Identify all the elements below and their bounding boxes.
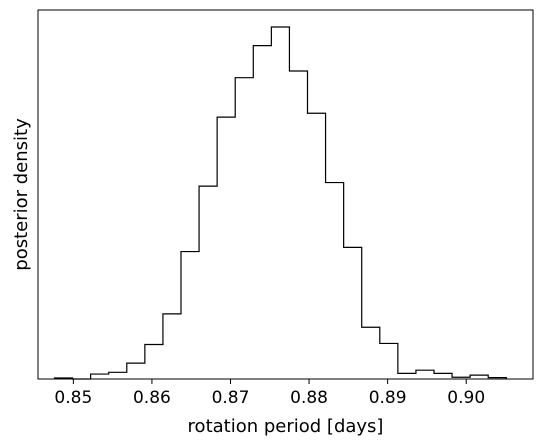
x-tick-label: 0.88 (290, 388, 328, 408)
y-axis-label: posterior density (11, 118, 32, 271)
x-tick-label: 0.90 (447, 388, 485, 408)
plot-area (37, 9, 534, 380)
x-axis-ticks: 0.85 0.86 0.87 0.88 0.89 0.90 (54, 379, 485, 408)
x-tick-label: 0.85 (54, 388, 92, 408)
x-tick-label: 0.89 (369, 388, 407, 408)
histogram-outline (53, 26, 507, 380)
x-tick-label: 0.87 (212, 388, 250, 408)
x-axis-label: rotation period [days] (188, 416, 384, 437)
x-tick-label: 0.86 (133, 388, 171, 408)
